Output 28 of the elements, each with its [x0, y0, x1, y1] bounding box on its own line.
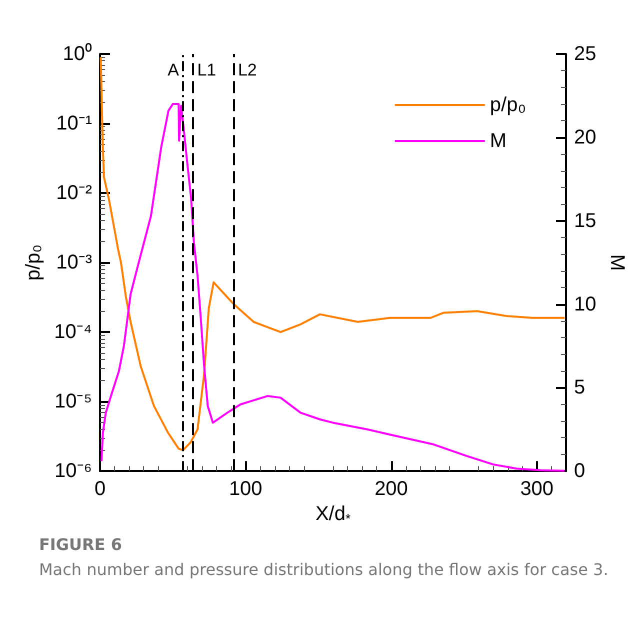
- caption: FIGURE 6: [39, 535, 123, 554]
- text: Mach number and pressure distributions along the flow axis for case 3.: [39, 559, 610, 581]
- x-tick-label: 300: [520, 478, 554, 500]
- x-tick-label: 100: [228, 478, 262, 500]
- x-axis-title: X/d*: [315, 503, 351, 526]
- y-tick-label: 10⁻⁶: [54, 460, 92, 482]
- y-tick-label: 10⁻²: [56, 182, 92, 204]
- x-tick-label: 200: [374, 478, 408, 500]
- y2-axis-title: M: [606, 254, 628, 271]
- ref-line-label: A: [168, 60, 180, 80]
- y2-tick-label: 10: [574, 293, 596, 316]
- y-tick-label: 10⁻⁴: [54, 321, 92, 344]
- y-tick-label: 10⁻³: [56, 252, 92, 274]
- y2-tick-label: 25: [574, 43, 596, 65]
- line-series: [100, 56, 566, 452]
- y2-tick-label: 0: [574, 460, 586, 482]
- ref-line-label: L1: [197, 60, 216, 80]
- ref-line-label: L2: [238, 60, 257, 80]
- y2-tick-label: 15: [574, 210, 596, 232]
- y2-tick-label: 20: [574, 126, 596, 148]
- y-tick-label: 10⁻¹: [56, 112, 92, 135]
- legend-label: M: [490, 130, 507, 152]
- y-axis-title: p/p₀: [22, 244, 44, 281]
- y-tick-label: 10⁰: [62, 42, 92, 65]
- x-tick-label: 0: [94, 478, 106, 500]
- legend-label: p/p₀: [490, 94, 526, 116]
- y-tick-label: 10⁻⁵: [54, 390, 92, 413]
- y2-tick-label: 5: [574, 376, 586, 399]
